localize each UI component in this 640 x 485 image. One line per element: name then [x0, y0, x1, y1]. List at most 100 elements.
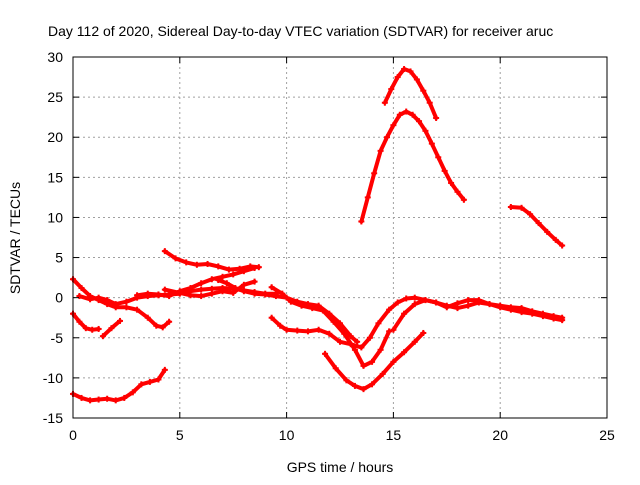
data-point [475, 299, 482, 306]
data-point [403, 108, 410, 115]
data-point [82, 325, 89, 332]
data-point [441, 167, 448, 174]
data-point [330, 318, 337, 325]
data-point [507, 306, 514, 313]
data-point [527, 211, 534, 218]
x-tick-label: 25 [599, 427, 615, 443]
data-point [507, 204, 514, 211]
data-point [428, 140, 435, 147]
data-point [379, 370, 386, 377]
data-point [153, 322, 160, 329]
x-tick-label: 15 [386, 427, 402, 443]
tick-layer: 0 5 10 15 20 25 -15 -10 -5 0 5 10 15 20 25 30 [43, 49, 615, 443]
data-point [294, 327, 301, 334]
y-tick-label: -10 [43, 370, 63, 386]
data-point [208, 290, 215, 297]
data-point [183, 259, 190, 266]
data-point [232, 285, 239, 292]
data-point [518, 309, 525, 316]
data-point [381, 99, 388, 106]
data-point [433, 299, 440, 306]
data-point [251, 264, 258, 271]
data-point [426, 99, 433, 106]
data-point [166, 293, 173, 300]
data-point [386, 328, 393, 335]
y-tick-label: 20 [47, 129, 63, 145]
data-point [240, 281, 247, 288]
data-point [230, 289, 237, 296]
data-point [411, 294, 418, 301]
data-point [87, 397, 94, 404]
data-point [377, 346, 384, 353]
data-point [559, 242, 566, 249]
data-point [99, 333, 106, 340]
data-point [407, 68, 414, 75]
data-point [198, 286, 205, 293]
data-point [390, 326, 397, 333]
data-point [394, 74, 401, 81]
data-point [369, 358, 376, 365]
data-point [172, 255, 179, 262]
data-point [161, 286, 168, 293]
y-tick-label: 5 [55, 250, 63, 266]
data-point [198, 293, 205, 300]
data-point [277, 322, 284, 329]
data-point [304, 328, 311, 335]
data-point [341, 330, 348, 337]
data-point [360, 386, 367, 393]
y-tick-label: 30 [47, 49, 63, 65]
data-point [411, 301, 418, 308]
data-point [351, 382, 358, 389]
data-point [166, 318, 173, 325]
data-point [208, 276, 215, 283]
data-point [351, 346, 358, 353]
data-point [448, 179, 455, 186]
data-point [332, 365, 339, 372]
series-arc-6 [162, 249, 261, 272]
data-point [443, 302, 450, 309]
data-point [104, 297, 111, 304]
data-point [78, 285, 85, 292]
data-point [176, 289, 183, 296]
data-point [375, 320, 382, 327]
data-point [386, 306, 393, 313]
x-axis-label: GPS time / hours [287, 459, 394, 475]
data-point [283, 326, 290, 333]
data-point [539, 313, 546, 320]
y-tick-label: 10 [47, 209, 63, 225]
data-point [401, 310, 408, 317]
data-point [358, 218, 365, 225]
data-point [112, 397, 119, 404]
data-point [354, 338, 361, 345]
data-point [396, 111, 403, 118]
data-point [87, 296, 94, 303]
data-point [123, 304, 130, 311]
data-point [309, 305, 316, 312]
data-point [377, 147, 384, 154]
data-point [347, 333, 354, 340]
data-point [95, 396, 102, 403]
data-point [215, 277, 222, 284]
data-point [343, 377, 350, 384]
data-point [116, 317, 123, 324]
data-point [121, 394, 128, 401]
data-point [358, 344, 365, 351]
y-tick-label: -5 [51, 330, 64, 346]
data-point [486, 301, 493, 308]
data-point [112, 301, 119, 308]
series-layer [70, 66, 566, 404]
data-point [550, 315, 557, 322]
data-point [161, 366, 168, 373]
data-point [76, 318, 83, 325]
data-point [535, 220, 542, 227]
data-point [319, 307, 326, 314]
data-point [204, 260, 211, 267]
data-point [529, 310, 536, 317]
data-point [262, 291, 269, 298]
data-point [559, 317, 566, 324]
data-point [360, 362, 367, 369]
plot-frame [72, 56, 608, 419]
data-point [279, 290, 286, 297]
data-point [144, 314, 151, 321]
